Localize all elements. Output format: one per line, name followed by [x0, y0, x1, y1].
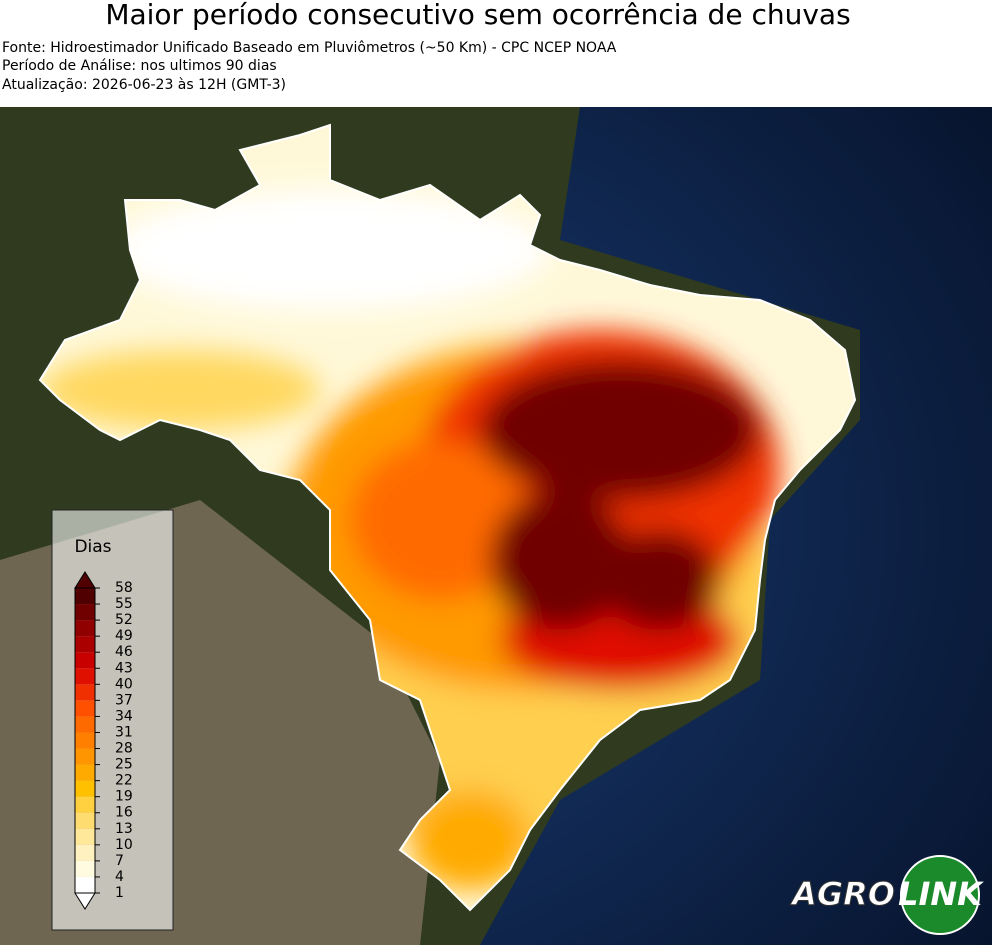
colorbar-segment — [75, 796, 95, 813]
colorbar-tick-label: 7 — [115, 853, 124, 869]
source-line: Fonte: Hidroestimador Unificado Baseado … — [2, 40, 617, 56]
colorbar-tick-label: 34 — [115, 708, 133, 724]
colorbar-segment — [75, 732, 95, 749]
colorbar-tick-label: 37 — [115, 692, 133, 708]
colorbar-segment — [75, 812, 95, 829]
logo-right: LINK — [898, 875, 984, 913]
colorbar-tick-label: 28 — [115, 741, 133, 757]
logo-circle — [900, 855, 980, 935]
colorbar-tick-label: 19 — [115, 789, 133, 805]
logo: AGRO LINK — [789, 855, 984, 935]
colorbar-segment — [75, 604, 95, 621]
colorbar-tick-label: 31 — [115, 724, 133, 740]
colorbar-segment — [75, 764, 95, 781]
colorbar-segment — [75, 876, 95, 893]
colorbar-segment — [75, 700, 95, 717]
colorbar-tick-label: 55 — [115, 596, 133, 612]
colorbar-tick-label: 4 — [115, 869, 124, 885]
colorbar-segment — [75, 684, 95, 701]
colorbar-segment — [75, 860, 95, 877]
title: Maior período consecutivo sem ocorrência… — [105, 0, 850, 31]
colorbar-segment — [75, 828, 95, 845]
legend-box — [51, 509, 174, 931]
colorbar-tick-label: 1 — [115, 885, 124, 901]
colorbar-segment — [75, 668, 95, 685]
update-line: Atualização: 2026-06-23 às 12H (GMT-3) — [2, 77, 286, 93]
colorbar-tick-label: 49 — [115, 628, 133, 644]
period-line: Período de Análise: nos ultimos 90 dias — [2, 58, 277, 74]
logo-left: AGRO — [789, 875, 895, 913]
legend: Dias 14710131619222528313437404346495255… — [51, 509, 174, 931]
colorbar-tick-label: 13 — [115, 821, 133, 837]
colorbar-tick-label: 43 — [115, 660, 133, 676]
colorbar-tick-label: 22 — [115, 773, 133, 789]
legend-title: Dias — [74, 537, 111, 557]
colorbar-tick-label: 25 — [115, 757, 133, 773]
colorbar-segment — [75, 588, 95, 605]
colorbar-segment — [75, 652, 95, 669]
colorbar-tick-label: 52 — [115, 612, 133, 628]
dry-days-field — [40, 190, 780, 890]
colorbar-segment — [75, 620, 95, 637]
colorbar-segment — [75, 780, 95, 797]
colorbar-tick-label: 46 — [115, 644, 133, 660]
colorbar-segment — [75, 748, 95, 765]
colorbar-tick-label: 16 — [115, 805, 133, 821]
colorbar-segment — [75, 716, 95, 733]
colorbar-frame — [74, 587, 96, 894]
colorbar-segment — [75, 844, 95, 861]
colorbar-tick-label: 10 — [115, 837, 133, 853]
colorbar-tick-label: 40 — [115, 676, 133, 692]
colorbar-segment — [75, 636, 95, 653]
colorbar-tick-label: 58 — [115, 580, 133, 596]
